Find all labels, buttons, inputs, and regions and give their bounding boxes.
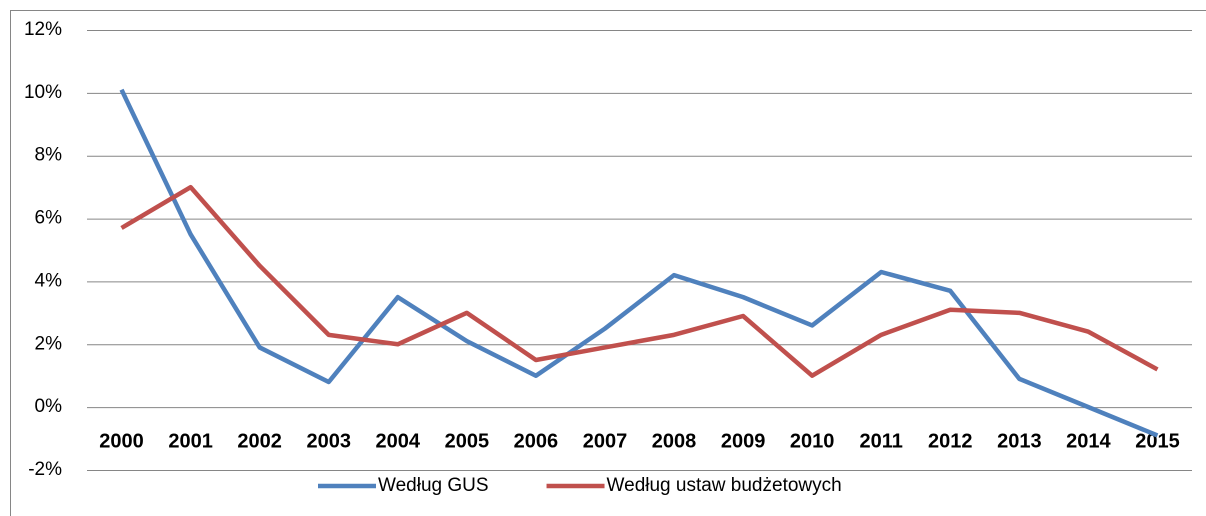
x-tick-label: 2006 — [514, 430, 559, 452]
legend-label: Według ustaw budżetowych — [607, 475, 842, 496]
y-tick-label: -2% — [28, 459, 62, 480]
x-tick-label: 2012 — [928, 430, 973, 452]
y-tick-label: 12% — [24, 19, 62, 40]
y-tick-label: 6% — [35, 208, 63, 229]
y-tick-label: 10% — [24, 82, 62, 103]
x-tick-label: 2001 — [168, 430, 213, 452]
y-tick-label: 4% — [35, 270, 63, 291]
series-line — [119, 88, 1159, 438]
chart-frame — [10, 10, 1206, 516]
x-tick-label: 2004 — [376, 430, 421, 452]
x-tick-label: 2010 — [790, 430, 835, 452]
y-tick-label: 2% — [35, 333, 63, 354]
x-tick-label: 2013 — [997, 430, 1042, 452]
x-tick-label: 2011 — [860, 430, 903, 452]
x-tick-label: 2008 — [652, 430, 697, 452]
x-tick-label: 2000 — [99, 430, 144, 452]
x-tick-label: 2007 — [583, 430, 628, 452]
x-tick-label: 2003 — [306, 430, 351, 452]
y-tick-label: 8% — [35, 145, 63, 166]
series-line — [120, 184, 1159, 378]
x-tick-label: 2009 — [721, 430, 766, 452]
x-tick-label: 2015 — [1135, 430, 1180, 452]
x-tick-label: 2014 — [1066, 430, 1111, 452]
y-tick-label: 0% — [35, 396, 63, 417]
x-tick-label: 2002 — [237, 430, 282, 452]
legend-label: Według GUS — [378, 475, 489, 496]
x-tick-label: 2005 — [445, 430, 490, 452]
